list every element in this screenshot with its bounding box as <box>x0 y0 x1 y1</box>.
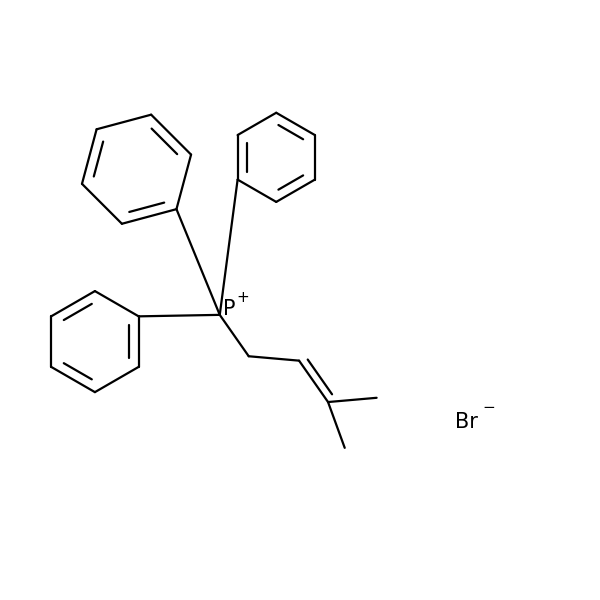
Text: +: + <box>236 290 249 305</box>
Text: P: P <box>223 299 235 319</box>
Text: −: − <box>482 400 496 415</box>
Text: Br: Br <box>455 412 478 432</box>
